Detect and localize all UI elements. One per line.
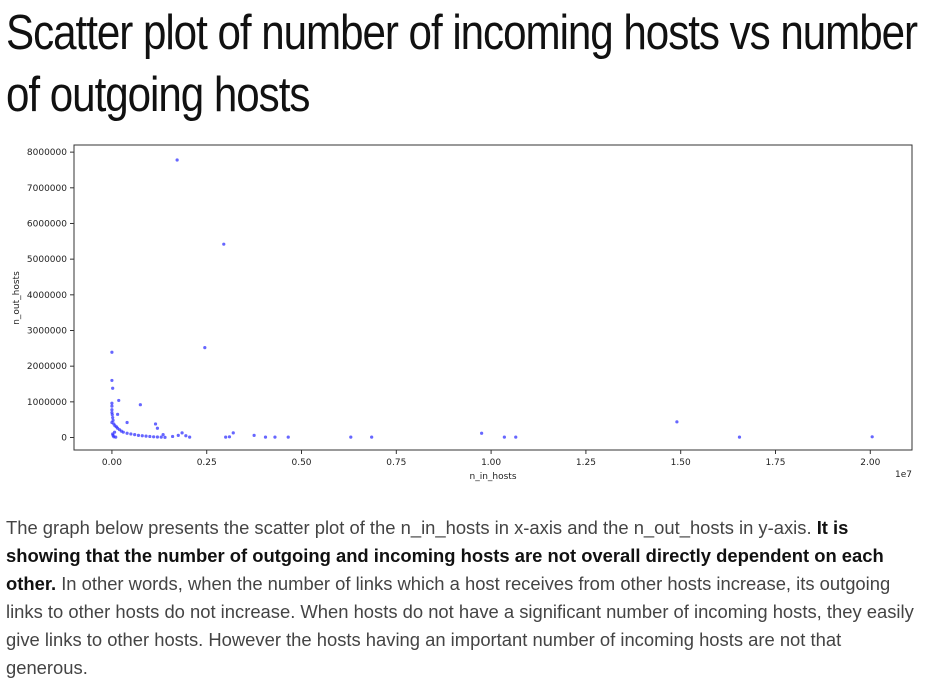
scatter-point xyxy=(231,431,235,435)
scatter-point xyxy=(129,432,133,436)
x-axis-label: n_in_hosts xyxy=(469,472,516,482)
y-axis-label: n_out_hosts xyxy=(12,271,22,325)
scatter-point xyxy=(148,434,152,439)
scatter-point xyxy=(188,435,192,439)
plot-area-frame xyxy=(73,144,913,451)
y-tick-label: 4000000 xyxy=(27,291,67,301)
paragraph-emphasis: It is showing that the number of outgoin… xyxy=(6,517,884,594)
scatter-point xyxy=(737,435,742,439)
x-tick-label: 0.75 xyxy=(386,458,406,468)
x-tick-label: 2.00 xyxy=(860,458,880,468)
y-tick-label: 7000000 xyxy=(27,184,67,194)
scatter-point xyxy=(111,415,115,420)
scatter-point xyxy=(286,435,290,439)
scatter-point xyxy=(153,422,158,426)
scatter-point xyxy=(675,420,679,424)
scatter-point xyxy=(110,378,114,383)
scatter-point xyxy=(155,435,160,439)
scatter-point xyxy=(125,431,129,435)
scatter-point xyxy=(111,386,115,390)
scatter-point xyxy=(349,435,353,439)
scatter-point xyxy=(114,435,118,439)
description-paragraph: The graph below presents the scatter plo… xyxy=(6,514,924,682)
y-tick-label: 3000000 xyxy=(27,326,67,336)
scatter-point xyxy=(175,158,179,162)
scatter-point xyxy=(163,435,167,439)
paragraph-intro: The graph below presents the scatter plo… xyxy=(6,517,817,538)
x-tick-label: 0.25 xyxy=(197,458,217,468)
scatter-point xyxy=(263,435,268,439)
x-offset-label: 1e7 xyxy=(895,470,912,480)
scatter-point xyxy=(480,431,484,435)
scatter-point xyxy=(176,433,180,437)
scatter-point xyxy=(110,401,114,405)
x-tick-label: 1.25 xyxy=(576,458,596,468)
scatter-point xyxy=(870,435,874,439)
x-tick-label: 1.00 xyxy=(481,458,501,468)
scatter-point xyxy=(180,431,184,435)
x-tick-label: 0.00 xyxy=(102,458,122,468)
scatter-point xyxy=(170,434,175,439)
scatter-point xyxy=(121,430,125,434)
y-tick-label: 0 xyxy=(61,434,67,444)
scatter-point xyxy=(502,435,506,439)
y-tick-label: 2000000 xyxy=(27,362,67,372)
scatter-point xyxy=(227,435,232,439)
scatter-point xyxy=(117,398,121,403)
scatter-point xyxy=(144,434,148,438)
scatter-point xyxy=(155,426,160,430)
x-tick-label: 1.50 xyxy=(671,458,691,468)
paragraph-rest: In other words, when the number of links… xyxy=(6,573,914,678)
x-tick-label: 1.75 xyxy=(765,458,785,468)
scatter-point xyxy=(159,435,163,439)
x-tick-label: 0.50 xyxy=(291,458,311,468)
scatter-point xyxy=(252,433,256,437)
y-tick-label: 5000000 xyxy=(27,255,67,265)
scatter-point xyxy=(370,435,374,439)
y-tick-label: 1000000 xyxy=(27,398,67,408)
scatter-point xyxy=(125,420,129,425)
scatter-chart: 0 1000000 2000000 3000000 4000000 5000000 6000… xyxy=(12,144,913,482)
data-points xyxy=(110,158,874,439)
scatter-point xyxy=(136,433,141,437)
scatter-point xyxy=(152,435,156,439)
scatter-point xyxy=(140,434,144,438)
scatter-point xyxy=(514,435,518,439)
scatter-point xyxy=(133,433,137,437)
scatter-point xyxy=(203,346,207,350)
scatter-point xyxy=(110,404,114,408)
scatter-point xyxy=(112,430,117,434)
scatter-point xyxy=(184,434,188,438)
scatter-point xyxy=(110,413,114,417)
y-axis-ticks: 0 1000000 2000000 3000000 4000000 5000000 6000… xyxy=(27,148,74,444)
x-axis-ticks: 0.00 0.25 0.50 0.75 1.00 1.25 1.50 1.75 2.00 xyxy=(102,450,881,468)
scatter-point xyxy=(116,412,120,416)
scatter-point xyxy=(224,435,228,439)
scatter-point xyxy=(161,433,165,437)
y-tick-label: 8000000 xyxy=(27,148,67,158)
scatter-point xyxy=(222,242,226,246)
scatter-point xyxy=(273,435,277,439)
y-tick-label: 6000000 xyxy=(27,219,67,229)
scatter-point xyxy=(110,408,114,412)
page-title: Scatter plot of number of incoming hosts… xyxy=(6,6,918,122)
scatter-point xyxy=(110,350,114,354)
scatter-point xyxy=(138,403,142,407)
